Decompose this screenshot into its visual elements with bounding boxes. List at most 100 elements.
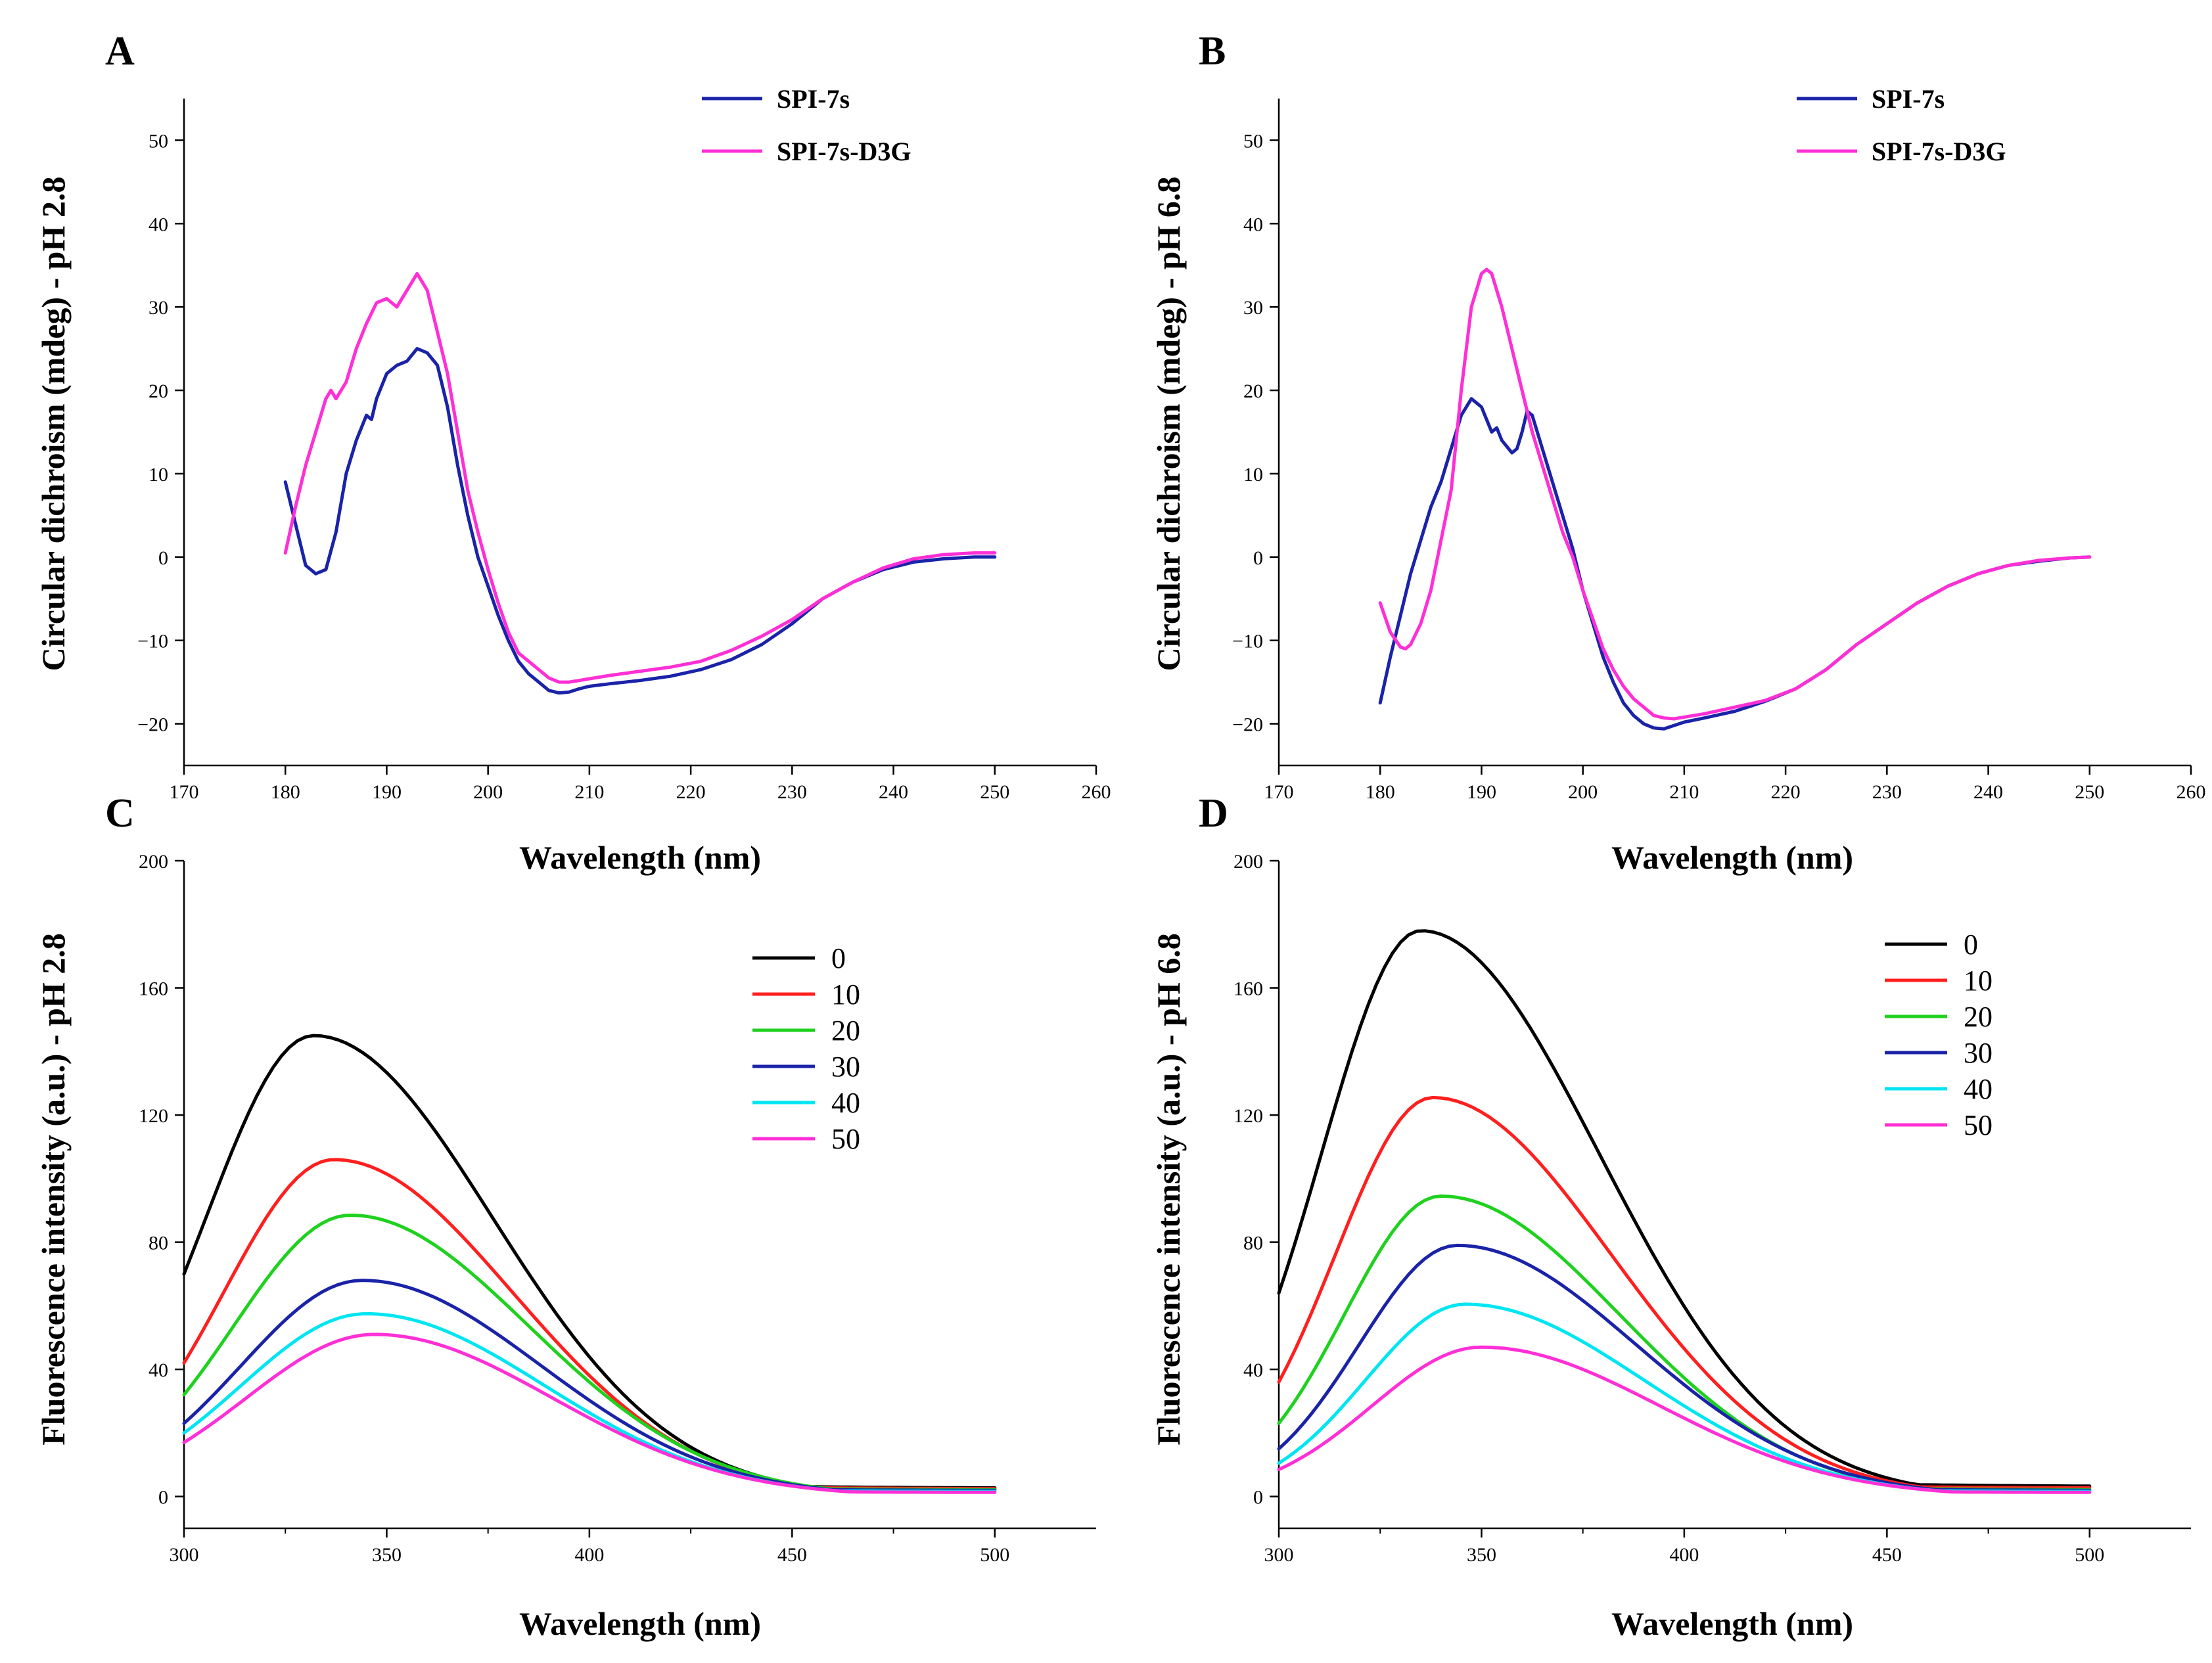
series-line-c-0 [182,1034,997,1490]
legend-label-a-spi-7s-d3g: SPI-7s-D3G [777,137,911,166]
legend-label-d-20: 20 [1964,1001,1993,1033]
series-line-a-spi-7s-d3g [283,271,997,684]
panel-letter-c: C [105,791,135,836]
plot-area-b: 170 180 190 200 210 220 230 240 250 260 −20 −10 0 10 2… [1232,99,2206,803]
y-tick-label-b: 10 [1243,464,1263,486]
y-tick-label-a: −10 [137,631,168,652]
y-tick-label-c: 80 [149,1233,168,1254]
x-tick-label-a: 230 [777,781,807,803]
y-tick-label-c: 40 [149,1359,168,1381]
x-tick-label-d: 300 [1264,1544,1294,1566]
plot-area-a: 170 180 190 200 210 220 230 240 250 260 −20 −10 0 10 2… [137,99,1111,803]
series-line-c-10 [182,1158,997,1491]
y-axis-title-d: Fluorescence intensity (a.u.) - pH 6.8 [1150,933,1187,1446]
x-tick-label-b: 210 [1669,781,1699,803]
x-tick-label-c: 500 [980,1544,1009,1566]
y-tick-label-a: 30 [149,297,168,319]
x-tick-label-a: 250 [980,781,1009,803]
legend-label-b-spi-7s-d3g: SPI-7s-D3G [1872,137,2006,166]
x-tick-label-a: 240 [879,781,908,803]
y-tick-label-d: 40 [1243,1359,1263,1381]
y-tick-label-b: −20 [1232,714,1263,736]
y-tick-label-c: 160 [139,978,168,1000]
x-tick-label-c: 400 [574,1544,604,1566]
y-axis-title-c: Fluorescence intensity (a.u.) - pH 2.8 [35,933,72,1446]
x-tick-label-b: 250 [2075,781,2104,803]
x-tick-label-a: 170 [170,781,199,803]
legend-d: 0 10 20 30 40 50 [1885,928,1993,1141]
x-tick-label-d: 350 [1467,1544,1496,1566]
y-tick-label-a: 10 [149,464,168,486]
series-line-d-50 [1277,1345,2092,1494]
y-tick-label-d: 160 [1233,978,1263,1000]
series-line-d-0 [1277,929,2092,1488]
x-tick-label-a: 190 [372,781,402,803]
y-tick-label-d: 0 [1253,1487,1263,1509]
x-tick-label-a: 220 [676,781,706,803]
y-tick-label-a: 50 [149,130,168,152]
x-tick-label-b: 170 [1264,781,1294,803]
legend-label-d-10: 10 [1964,965,1993,997]
y-tick-label-a: −20 [137,714,168,736]
y-tick-label-d: 120 [1233,1105,1263,1127]
x-tick-label-b: 260 [2177,781,2206,803]
y-tick-label-c: 120 [139,1105,168,1127]
y-tick-label-a: 0 [158,547,168,569]
y-tick-label-b: 40 [1243,214,1263,235]
series-line-b-spi-7s [1378,397,2092,731]
panel-letter-d: D [1199,791,1228,836]
x-axis-title-b: Wavelength (nm) [1611,839,1853,876]
y-tick-label-c: 200 [139,851,168,873]
legend-label-c-50: 50 [831,1123,860,1155]
y-tick-label-d: 80 [1243,1233,1263,1254]
x-tick-label-a: 210 [574,781,604,803]
x-tick-label-d: 500 [2075,1544,2104,1566]
series-line-c-50 [182,1333,997,1494]
legend-label-a-spi-7s: SPI-7s [777,84,850,114]
legend-b: SPI-7s SPI-7s-D3G [1797,84,2006,166]
y-tick-label-b: 30 [1243,297,1263,319]
panel-b: B 170 180 190 200 210 220 230 240 250 260−20−1001… [1150,29,2206,876]
legend-label-c-30: 30 [831,1051,860,1083]
legend-label-d-0: 0 [1964,928,1978,961]
x-tick-label-a: 200 [473,781,503,803]
legend-label-c-40: 40 [831,1087,860,1119]
x-tick-label-c: 450 [777,1544,807,1566]
series-line-d-10 [1277,1095,2092,1490]
series-line-c-20 [182,1214,997,1492]
x-tick-label-b: 200 [1568,781,1598,803]
x-tick-label-d: 400 [1669,1544,1699,1566]
y-tick-label-b: −10 [1232,631,1263,652]
legend-label-d-40: 40 [1964,1073,1993,1105]
panel-letter-a: A [105,29,135,74]
x-axis-title-c: Wavelength (nm) [519,1605,761,1642]
x-tick-label-b: 240 [1973,781,2003,803]
y-tick-label-a: 40 [149,214,168,235]
x-tick-label-b: 230 [1872,781,1902,803]
x-axis-title-d: Wavelength (nm) [1611,1605,1853,1642]
legend-label-b-spi-7s: SPI-7s [1872,84,1945,114]
legend-label-c-0: 0 [831,942,846,974]
series-line-c-30 [182,1279,997,1492]
x-tick-label-a: 260 [1082,781,1111,803]
legend-label-d-30: 30 [1964,1037,1993,1069]
y-tick-label-b: 0 [1253,547,1263,569]
x-tick-label-a: 180 [271,781,300,803]
series-line-c-40 [182,1312,997,1493]
legend-label-c-20: 20 [831,1014,860,1047]
x-tick-label-b: 180 [1366,781,1395,803]
y-tick-label-a: 20 [149,380,168,402]
legend-label-d-50: 50 [1964,1109,1993,1141]
x-tick-label-d: 450 [1872,1544,1902,1566]
y-tick-label-b: 50 [1243,130,1263,152]
y-tick-label-d: 200 [1233,851,1263,873]
series-line-d-30 [1277,1243,2092,1492]
y-tick-label-c: 0 [158,1487,168,1509]
legend-label-c-10: 10 [831,978,860,1011]
panel-letter-b: B [1199,29,1226,74]
